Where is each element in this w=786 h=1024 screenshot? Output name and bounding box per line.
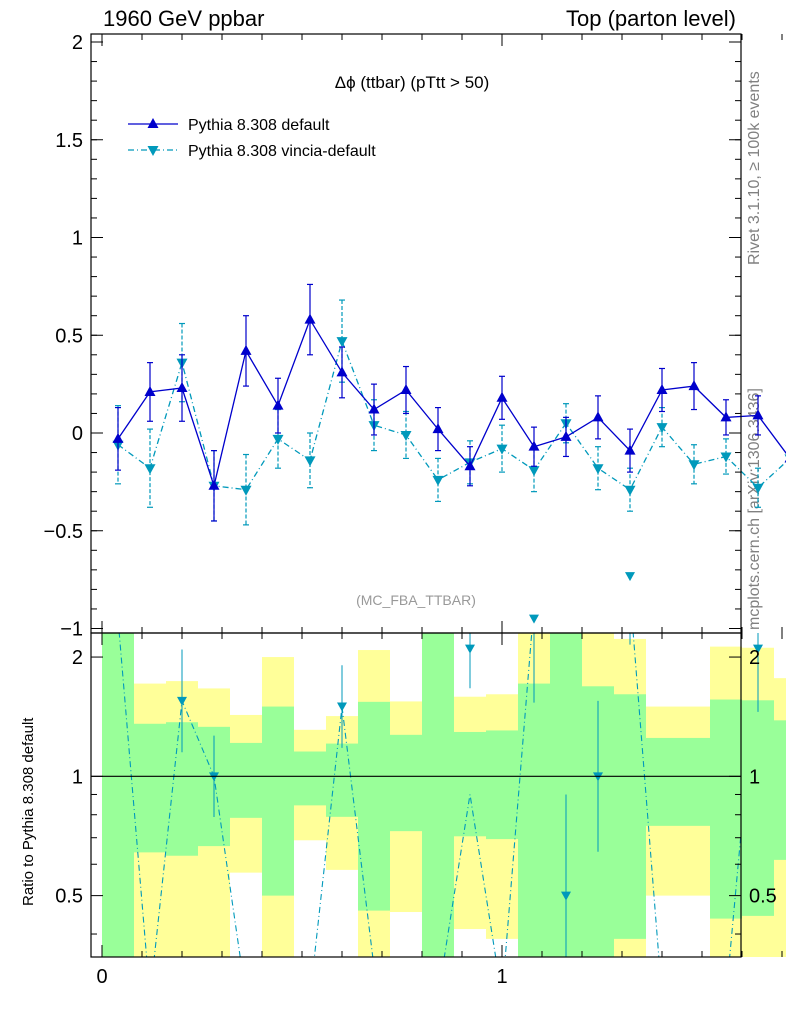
default-marker bbox=[496, 391, 508, 402]
default-marker bbox=[336, 366, 348, 377]
ratio-marker bbox=[753, 644, 763, 654]
default-marker bbox=[720, 411, 732, 422]
ratio-band-green bbox=[774, 720, 786, 860]
ratio-y-tick-label: 1 bbox=[72, 766, 83, 788]
ratio-band-green bbox=[102, 633, 134, 957]
ratio-y-tick-label: 2 bbox=[72, 647, 83, 669]
ratio-y-tick-label-right: 0.5 bbox=[749, 886, 777, 908]
vincia-marker bbox=[624, 485, 636, 496]
ratio-band-green bbox=[134, 723, 166, 853]
default-marker bbox=[432, 423, 444, 434]
chart-labels: Δϕ (ttbar) (pTtt > 50) (MC_FBA_TTBAR) Pyth… bbox=[128, 73, 489, 608]
vincia-marker bbox=[592, 464, 604, 475]
process-label: Top (parton level) bbox=[566, 6, 736, 31]
ratio-frame bbox=[90, 632, 742, 958]
x-tick-label: 1 bbox=[496, 966, 507, 988]
default-marker bbox=[304, 313, 316, 324]
default-marker bbox=[688, 380, 700, 391]
vincia-marker bbox=[336, 337, 348, 348]
vincia-line bbox=[117, 338, 786, 491]
ratio-y-tick-label-right: 2 bbox=[749, 647, 760, 669]
ratio-band-green bbox=[518, 683, 550, 957]
default-marker bbox=[240, 344, 252, 355]
ratio-band-green bbox=[454, 731, 486, 837]
y-tick-label: 2 bbox=[72, 32, 83, 54]
ratio-marker bbox=[561, 891, 571, 901]
default-marker bbox=[752, 409, 764, 420]
vincia-marker bbox=[272, 434, 284, 445]
ratio-y-tick-label-right: 1 bbox=[749, 766, 760, 788]
y-tick-label: 1.5 bbox=[55, 130, 83, 152]
vincia-marker bbox=[144, 464, 156, 475]
ratio-band-green bbox=[390, 734, 422, 832]
vincia-marker bbox=[656, 423, 668, 434]
vincia-marker bbox=[496, 444, 508, 455]
default-marker bbox=[528, 440, 540, 451]
vincia-marker bbox=[400, 430, 412, 441]
ratio-band-green bbox=[486, 730, 518, 840]
ratio-band-green bbox=[230, 742, 262, 818]
vincia-marker bbox=[432, 475, 444, 486]
ratio-bands bbox=[102, 633, 786, 957]
y-tick-label: 0.5 bbox=[55, 325, 83, 347]
y-tick-label: 0 bbox=[72, 423, 83, 445]
ratio-band-green bbox=[262, 706, 294, 896]
default-legend-label: Pythia 8.308 default bbox=[188, 117, 330, 134]
default-marker bbox=[368, 403, 380, 414]
default-legend-marker bbox=[147, 118, 159, 128]
ratio-y-tick-label: 0.5 bbox=[55, 886, 83, 908]
default-marker bbox=[272, 399, 284, 410]
vincia-marker bbox=[752, 483, 764, 494]
vincia-marker bbox=[240, 485, 252, 496]
analysis-label: (MC_FBA_TTBAR) bbox=[356, 592, 476, 608]
y-tick-label: −0.5 bbox=[44, 521, 83, 543]
default-line bbox=[117, 318, 786, 489]
vincia-legend-label: Pythia 8.308 vincia-default bbox=[188, 143, 376, 160]
ratio-band-green bbox=[614, 694, 646, 939]
ratio-band-green bbox=[646, 737, 678, 826]
energy-label: 1960 GeV ppbar bbox=[103, 6, 265, 31]
ratio-marker bbox=[625, 572, 635, 582]
vincia-marker bbox=[304, 456, 316, 467]
ratio-band-green bbox=[678, 737, 710, 826]
ratio-marker bbox=[337, 702, 347, 712]
main-series bbox=[112, 283, 786, 526]
vincia-legend-marker bbox=[147, 146, 159, 156]
plot-title: Δϕ (ttbar) (pTtt > 50) bbox=[335, 73, 490, 92]
vincia-marker bbox=[528, 466, 540, 477]
default-marker bbox=[656, 383, 668, 394]
y-tick-label: −1 bbox=[60, 619, 83, 641]
ratio-band-green bbox=[422, 633, 454, 957]
x-tick-label: 0 bbox=[96, 966, 107, 988]
default-marker bbox=[624, 444, 636, 455]
default-marker bbox=[208, 479, 220, 490]
y-tick-label: 1 bbox=[72, 228, 83, 250]
ratio-marker bbox=[529, 614, 539, 624]
ratio-marker bbox=[465, 644, 475, 654]
default-marker bbox=[176, 382, 188, 393]
default-marker bbox=[144, 385, 156, 396]
ratio-band-green bbox=[710, 699, 742, 919]
default-marker bbox=[560, 430, 572, 441]
default-marker bbox=[592, 411, 604, 422]
ratio-marker bbox=[177, 696, 187, 706]
ratio-band-green bbox=[742, 700, 774, 916]
default-marker bbox=[112, 432, 124, 443]
ratio-band-green bbox=[294, 751, 326, 806]
vincia-marker bbox=[720, 452, 732, 463]
default-marker bbox=[464, 460, 476, 471]
default-marker bbox=[400, 383, 412, 394]
vincia-marker bbox=[688, 460, 700, 471]
